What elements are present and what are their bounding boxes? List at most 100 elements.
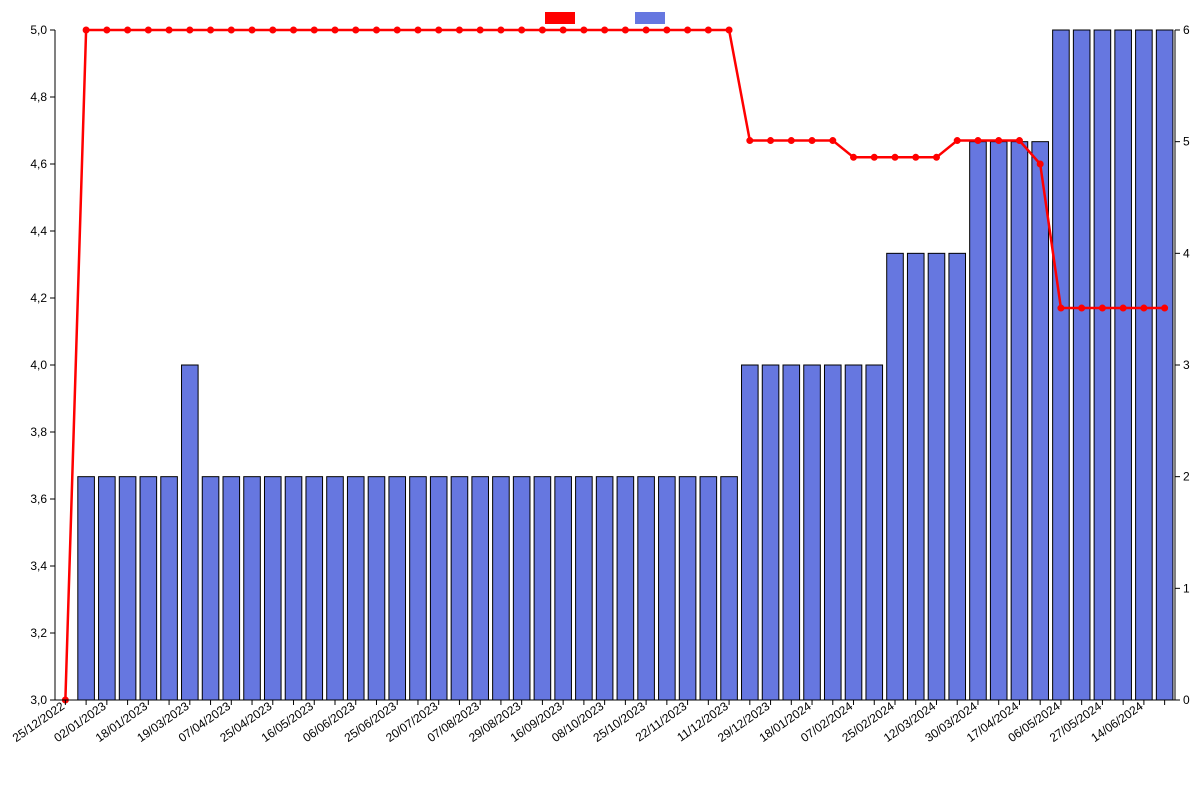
line-marker (747, 138, 753, 144)
y-right-tick-label: 6 (1183, 23, 1190, 37)
bar (140, 477, 157, 700)
y-left-tick-label: 5,0 (30, 23, 47, 37)
line-marker (104, 27, 110, 33)
line-marker (228, 27, 234, 33)
bar (1011, 142, 1028, 700)
bar (1094, 30, 1111, 700)
bar (762, 365, 779, 700)
y-left-tick-label: 3,4 (30, 559, 47, 573)
line-marker (519, 27, 525, 33)
line-marker (581, 27, 587, 33)
line-marker (311, 27, 317, 33)
bar (119, 477, 136, 700)
bar (327, 477, 344, 700)
line-marker (954, 138, 960, 144)
y-right-tick-label: 4 (1183, 246, 1190, 260)
line-marker (477, 27, 483, 33)
bar (970, 142, 987, 700)
line-marker (166, 27, 172, 33)
bar (928, 253, 945, 700)
y-left-tick-label: 4,2 (30, 291, 47, 305)
line-marker (394, 27, 400, 33)
y-right-tick-label: 3 (1183, 358, 1190, 372)
line-marker (1162, 305, 1168, 311)
line-marker (622, 27, 628, 33)
bar (700, 477, 717, 700)
bar (907, 253, 924, 700)
line-marker (1120, 305, 1126, 311)
bar (472, 477, 489, 700)
bar (368, 477, 385, 700)
y-left-tick-label: 3,0 (30, 693, 47, 707)
bar (493, 477, 510, 700)
line-marker (871, 154, 877, 160)
line-marker (332, 27, 338, 33)
line-marker (1058, 305, 1064, 311)
bar (1136, 30, 1153, 700)
bar (576, 477, 593, 700)
bar (721, 477, 738, 700)
bar (202, 477, 219, 700)
line-marker (851, 154, 857, 160)
bar (1073, 30, 1090, 700)
line-marker (1141, 305, 1147, 311)
line-marker (415, 27, 421, 33)
y-right-tick-label: 2 (1183, 470, 1190, 484)
bar (1053, 30, 1070, 700)
line-marker (498, 27, 504, 33)
bar (285, 477, 302, 700)
bar (182, 365, 199, 700)
line-marker (270, 27, 276, 33)
line-marker (664, 27, 670, 33)
line-marker (643, 27, 649, 33)
y-right-tick-label: 1 (1183, 581, 1190, 595)
line-marker (373, 27, 379, 33)
line-marker (892, 154, 898, 160)
bar (638, 477, 655, 700)
line-marker (726, 27, 732, 33)
y-right-tick-label: 5 (1183, 135, 1190, 149)
bar (410, 477, 427, 700)
legend-line-swatch (545, 12, 575, 24)
bar (223, 477, 240, 700)
bar (949, 253, 966, 700)
chart-svg: 3,03,23,43,63,84,04,24,44,64,85,00123456… (0, 0, 1200, 800)
line-marker (436, 27, 442, 33)
line-marker (208, 27, 214, 33)
bar (99, 477, 116, 700)
line-marker (456, 27, 462, 33)
bar (1115, 30, 1132, 700)
dual-axis-chart: 3,03,23,43,63,84,04,24,44,64,85,00123456… (0, 0, 1200, 800)
bar (451, 477, 468, 700)
bar (1156, 30, 1173, 700)
y-left-tick-label: 3,8 (30, 425, 47, 439)
line-marker (1037, 161, 1043, 167)
bar (679, 477, 696, 700)
y-left-tick-label: 4,8 (30, 90, 47, 104)
bar (887, 253, 904, 700)
line-marker (768, 138, 774, 144)
legend-bar-swatch (635, 12, 665, 24)
line-marker (560, 27, 566, 33)
line-marker (602, 27, 608, 33)
line-marker (913, 154, 919, 160)
bar (742, 365, 759, 700)
line-marker (830, 138, 836, 144)
bar (430, 477, 447, 700)
y-right-tick-label: 0 (1183, 693, 1190, 707)
line-marker (809, 138, 815, 144)
line-marker (83, 27, 89, 33)
bar (78, 477, 95, 700)
line-marker (145, 27, 151, 33)
y-left-tick-label: 4,0 (30, 358, 47, 372)
bar (1032, 142, 1049, 700)
bar (264, 477, 281, 700)
bar (804, 365, 821, 700)
bar (596, 477, 613, 700)
bar (617, 477, 634, 700)
bar (306, 477, 323, 700)
bar (824, 365, 841, 700)
bar (555, 477, 572, 700)
bar (659, 477, 676, 700)
bar (990, 142, 1007, 700)
